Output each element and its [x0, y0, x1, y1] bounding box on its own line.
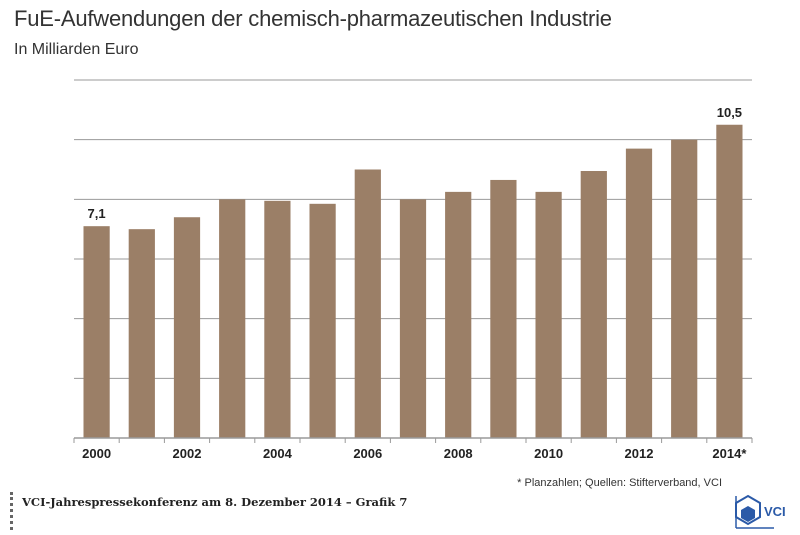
x-tick-label: 2004 — [263, 446, 293, 461]
bar-2001 — [128, 229, 155, 438]
x-tick-label: 2012 — [625, 446, 654, 461]
bar-2009 — [490, 179, 517, 439]
chart-title: FuE-Aufwendungen der chemisch-pharmazeut… — [14, 6, 612, 31]
bar-2011 — [580, 170, 607, 438]
chart-subtitle: In Milliarden Euro — [14, 41, 139, 58]
vci-logo-icon: VCI — [735, 494, 786, 529]
x-tick-label: 2002 — [173, 446, 202, 461]
x-tick-label: 2010 — [534, 446, 563, 461]
logo-text: VCI — [764, 504, 786, 519]
bar-2012 — [625, 148, 653, 438]
bar-2005 — [309, 203, 336, 438]
bar-2004 — [264, 200, 291, 438]
footer-caption: VCI-Jahrespressekonferenz am 8. Dezember… — [22, 495, 408, 509]
bar-2000 — [83, 226, 110, 438]
data-label: 10,5 — [717, 105, 742, 120]
bar-2008 — [445, 191, 472, 438]
x-tick-label: 2006 — [353, 446, 382, 461]
bar-2010 — [535, 191, 562, 438]
bar-2006 — [354, 169, 381, 438]
bar-2002 — [173, 217, 201, 438]
footer-divider — [10, 492, 16, 530]
x-tick-label: 2014* — [712, 446, 747, 461]
bar-2013 — [671, 139, 698, 438]
bar-2014 — [716, 124, 743, 438]
data-label: 7,1 — [88, 206, 106, 221]
bar-2007 — [399, 199, 427, 438]
source-footnote: * Planzahlen; Quellen: Stifterverband, V… — [517, 477, 722, 489]
x-tick-label: 2008 — [444, 446, 473, 461]
bar-chart: 2000 2002 2004 2006 2008 2010 2012 2014* 7,1 10,5 — [73, 79, 753, 461]
x-tick-label: 2000 — [82, 446, 111, 461]
bar-2003 — [219, 199, 246, 438]
